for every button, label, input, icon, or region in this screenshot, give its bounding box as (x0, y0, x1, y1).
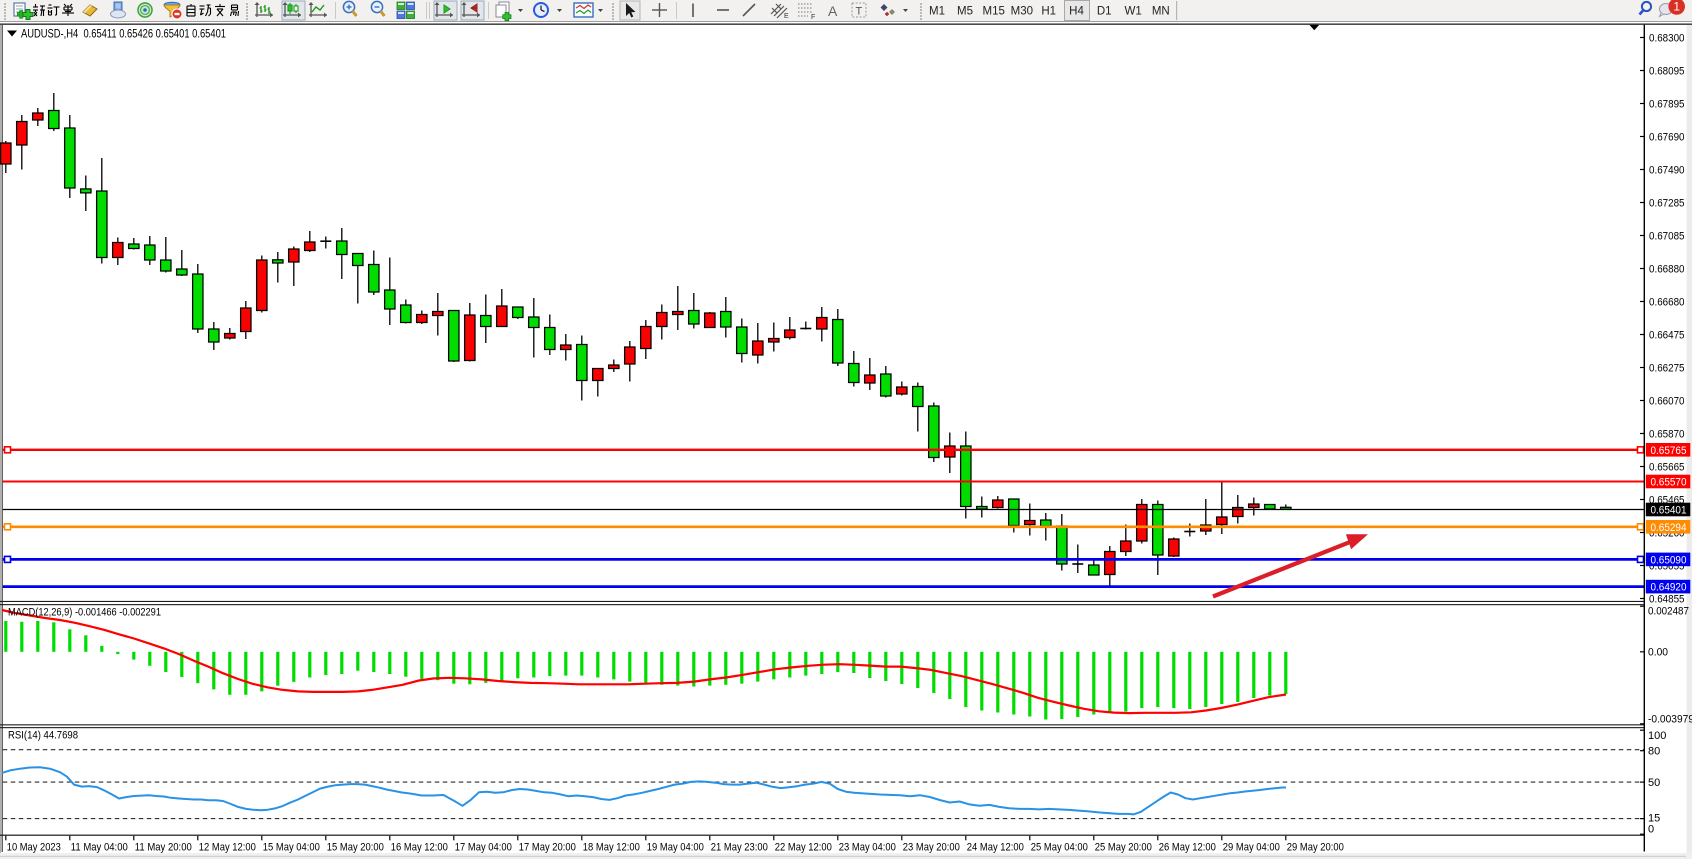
svg-text:29 May 04:00: 29 May 04:00 (1223, 841, 1280, 853)
svg-text:0.68300: 0.68300 (1649, 32, 1685, 44)
svg-text:0.67085: 0.67085 (1649, 230, 1685, 242)
svg-text:0.67490: 0.67490 (1649, 164, 1685, 176)
svg-text:21 May 23:00: 21 May 23:00 (711, 841, 768, 853)
svg-text:0.65090: 0.65090 (1651, 554, 1687, 566)
svg-text:11 May 20:00: 11 May 20:00 (135, 841, 192, 853)
svg-text:0.67285: 0.67285 (1649, 197, 1685, 209)
svg-text:0.65294: 0.65294 (1651, 522, 1687, 534)
svg-text:29 May 20:00: 29 May 20:00 (1287, 841, 1344, 853)
svg-text:0: 0 (1648, 824, 1654, 836)
svg-text:H4: H4 (1069, 6, 1084, 18)
svg-text:0.65765: 0.65765 (1651, 445, 1687, 457)
svg-text:23 May 20:00: 23 May 20:00 (903, 841, 960, 853)
svg-text:50: 50 (1648, 777, 1660, 789)
svg-text:M5: M5 (957, 6, 973, 18)
svg-text:17 May 04:00: 17 May 04:00 (455, 841, 512, 853)
svg-text:0.66880: 0.66880 (1649, 263, 1685, 275)
svg-text:0.67895: 0.67895 (1649, 98, 1685, 110)
svg-text:25 May 20:00: 25 May 20:00 (1095, 841, 1152, 853)
svg-text:0.67690: 0.67690 (1649, 131, 1685, 143)
svg-text:0.65570: 0.65570 (1651, 477, 1687, 489)
svg-text:D1: D1 (1097, 6, 1112, 18)
svg-text:19 May 04:00: 19 May 04:00 (647, 841, 704, 853)
svg-text:M1: M1 (929, 6, 945, 18)
svg-text:0.68095: 0.68095 (1649, 65, 1685, 77)
svg-text:H1: H1 (1041, 6, 1056, 18)
svg-text:23 May 04:00: 23 May 04:00 (839, 841, 896, 853)
svg-text:0.66275: 0.66275 (1649, 362, 1685, 374)
svg-text:24 May 12:00: 24 May 12:00 (967, 841, 1024, 853)
svg-text:E: E (784, 13, 789, 20)
svg-text:RSI(14) 44.7698: RSI(14) 44.7698 (8, 730, 78, 742)
svg-text:A: A (828, 3, 838, 19)
svg-text:100: 100 (1648, 730, 1666, 742)
svg-text:0.66475: 0.66475 (1649, 329, 1685, 341)
svg-text:F: F (811, 14, 815, 21)
svg-text:M15: M15 (983, 6, 1005, 18)
svg-text:AUDUSD-,H4 0.65411 0.65426 0.: AUDUSD-,H4 0.65411 0.65426 0.65401 0.654… (21, 26, 226, 40)
svg-text:0.65665: 0.65665 (1649, 461, 1685, 473)
svg-text:18 May 12:00: 18 May 12:00 (583, 841, 640, 853)
svg-text:80: 80 (1648, 746, 1660, 758)
svg-text:22 May 12:00: 22 May 12:00 (775, 841, 832, 853)
svg-text:T: T (856, 6, 863, 18)
svg-text:0.65870: 0.65870 (1649, 428, 1685, 440)
svg-text:0.65401: 0.65401 (1651, 505, 1687, 517)
svg-text:1: 1 (1673, 0, 1680, 14)
svg-text:17 May 20:00: 17 May 20:00 (519, 841, 576, 853)
svg-text:0.66070: 0.66070 (1649, 395, 1685, 407)
svg-text:16 May 12:00: 16 May 12:00 (391, 841, 448, 853)
svg-text:0.66680: 0.66680 (1649, 296, 1685, 308)
svg-text:W1: W1 (1124, 6, 1141, 18)
svg-text:0.64920: 0.64920 (1651, 582, 1687, 594)
svg-text:11 May 04:00: 11 May 04:00 (71, 841, 128, 853)
svg-text:26 May 12:00: 26 May 12:00 (1159, 841, 1216, 853)
svg-text:0.00: 0.00 (1648, 647, 1668, 659)
svg-text:-0.003979: -0.003979 (1648, 713, 1692, 725)
svg-text:MACD(12,26,9) -0.001466 -0.002: MACD(12,26,9) -0.001466 -0.002291 (8, 606, 161, 618)
svg-text:15 May 04:00: 15 May 04:00 (263, 841, 320, 853)
svg-text:10 May 2023: 10 May 2023 (7, 841, 61, 853)
svg-text:15 May 20:00: 15 May 20:00 (327, 841, 384, 853)
svg-text:0.64855: 0.64855 (1649, 593, 1685, 605)
svg-text:25 May 04:00: 25 May 04:00 (1031, 841, 1088, 853)
svg-text:MN: MN (1152, 6, 1170, 18)
svg-text:0.002487: 0.002487 (1648, 605, 1689, 617)
svg-text:15: 15 (1648, 813, 1660, 825)
svg-text:12 May 12:00: 12 May 12:00 (199, 841, 256, 853)
svg-text:M30: M30 (1011, 6, 1033, 18)
